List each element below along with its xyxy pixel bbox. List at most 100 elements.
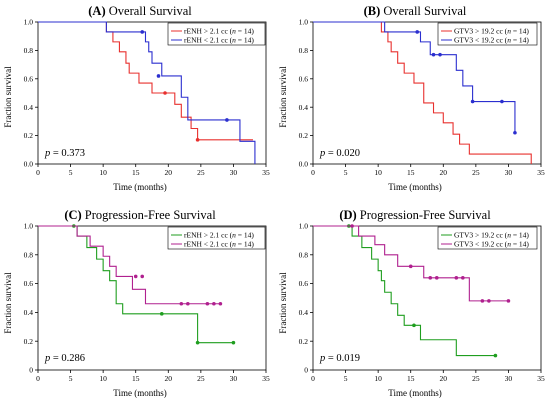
- panel-b-series-2-curve: [313, 21, 516, 133]
- panel-d: (D) Progression-Free Survival Time (mont…: [278, 208, 545, 398]
- panel-b-ytick-label: 0.6: [299, 74, 309, 83]
- panel-c-series-2-censor-mark: [212, 301, 216, 306]
- panel-b-ytick-label: 0.2: [299, 131, 309, 140]
- panel-b-xtick-label: 25: [472, 168, 480, 177]
- panel-d-ytick-label: 1.0: [299, 222, 309, 231]
- panel-c-ytick-label: 0.6: [24, 279, 34, 288]
- panel-d-ytick-label: 0.6: [299, 279, 309, 288]
- panel-c-series-2-censor-mark: [186, 301, 190, 306]
- panel-b-frame: [312, 21, 542, 165]
- panel-d-xtick-label: 5: [344, 374, 348, 383]
- panel-c-xtick-label: 25: [197, 374, 205, 383]
- panel-b-xtick-label: 0: [311, 168, 315, 177]
- panel-b-xtick-label: 15: [407, 168, 415, 177]
- panel-c-legend-label-2: rENH < 2.1 cc (n = 14): [184, 240, 254, 249]
- panel-d-series-2-censor-mark: [434, 276, 439, 280]
- panel-b-series-2-censor-mark: [513, 130, 517, 135]
- panel-b-xtick-label: 30: [505, 168, 513, 177]
- panel-c-series-2-censor-mark: [133, 274, 138, 279]
- panel-b-xlabel: Time (months): [388, 182, 441, 192]
- panel-d-xtick-label: 25: [472, 374, 480, 383]
- panel-a-xtick-label: 10: [99, 168, 107, 177]
- panel-b-ytick-label: 0.8: [299, 46, 309, 55]
- panel-b-xtick-label: 35: [537, 168, 545, 177]
- panel-d-pvalue: p = 0.019: [319, 353, 360, 364]
- panel-a-series-1-curve: [38, 21, 253, 141]
- panel-b-legend: GTV3 > 19.2 cc (n = 14) GTV3 < 19.2 cc (…: [437, 22, 538, 46]
- panel-c-series-2-censor-mark: [140, 274, 145, 279]
- panel-d-frame: [312, 225, 542, 371]
- panel-d-ytick-label: 0.8: [299, 250, 309, 259]
- panel-d-xtick-label: 10: [374, 374, 382, 383]
- panel-a-ytick-label: 0.2: [24, 131, 34, 140]
- panel-c-ytick-label: 0.8: [24, 250, 34, 259]
- panel-a-ticks: 0 5 10 15 20 25 30 35 0.0 0.2 0.4 0.6 0.8 1.0: [24, 18, 270, 177]
- panel-d-legend-label-2: GTV3 < 19.2 cc (n = 14): [454, 240, 529, 249]
- panel-d-series-2-censor-mark: [454, 276, 459, 280]
- panel-c-series-2-censor-mark: [205, 301, 210, 306]
- panel-c-xlabel: Time (months): [113, 388, 166, 398]
- panel-d-series-2-censor-mark: [408, 264, 413, 269]
- panel-d-series-1-censor-mark: [493, 353, 498, 358]
- panel-a-xtick-label: 20: [165, 168, 173, 177]
- panel-b-series-2-censor-mark: [431, 52, 436, 57]
- panel-d-series-1-censor-mark: [412, 323, 416, 328]
- panel-c-frame: [37, 225, 267, 371]
- panel-c-legend: rENH > 2.1 cc (n = 14) rENH < 2.1 cc (n …: [167, 226, 266, 250]
- panel-c-xtick-label: 15: [132, 374, 140, 383]
- panel-c-ytick-label: 0.2: [24, 337, 34, 346]
- panel-b-xtick-label: 20: [440, 168, 448, 177]
- panel-b-legend-box: [437, 22, 538, 46]
- panel-d-legend-label-1: GTV3 > 19.2 cc (n = 14): [454, 231, 529, 240]
- panel-a-legend-box: [167, 22, 266, 46]
- panel-b-series-1-curve: [313, 21, 532, 164]
- panel-a-xlabel: Time (months): [113, 182, 166, 192]
- panel-d-series-2-censor-mark: [350, 224, 354, 228]
- panel-c-ticks: 0 5 10 15 20 25 30 35 0 0.2 0.4 0.6 0.8 1.0: [24, 222, 270, 383]
- panel-a-ytick-label: 0.6: [24, 74, 34, 83]
- panel-d-xtick-label: 0: [311, 374, 315, 383]
- panel-d-series-2-censor-mark: [480, 299, 485, 303]
- panel-b-legend-label-1: GTV3 > 19.2 cc (n = 14): [454, 27, 529, 36]
- panel-a-series-2-curve: [38, 21, 256, 164]
- panel-c-ytick-label: 0.4: [24, 308, 34, 317]
- panel-c: (C) Progression-Free Survival Time (mont…: [3, 208, 270, 398]
- panel-d-xtick-label: 35: [537, 374, 545, 383]
- panel-a-series-2-censor-mark: [140, 30, 145, 34]
- panel-a-plot: [37, 21, 267, 165]
- panel-c-series-1-censor-mark: [231, 340, 236, 345]
- panel-a-frame: [37, 21, 267, 165]
- panel-b-xtick-label: 10: [374, 168, 382, 177]
- panel-b-series-2-censor-mark: [415, 30, 420, 34]
- panel-d-legend-box: [437, 226, 538, 250]
- panel-a-ylabel: Fraction survival: [3, 66, 13, 128]
- panel-a-xtick-label: 25: [197, 168, 205, 177]
- panel-a-series-2-censor-mark: [225, 118, 229, 122]
- panel-c-series-1-censor-mark: [195, 340, 200, 345]
- panel-b: (B) Overall Survival Time (months) Fract…: [278, 4, 545, 192]
- panel-b-xtick-label: 5: [344, 168, 348, 177]
- panel-b-title: (B) Overall Survival: [364, 4, 467, 18]
- panel-c-xtick-label: 35: [262, 374, 270, 383]
- panel-c-pvalue: p = 0.286: [44, 353, 85, 364]
- panel-c-ytick-label: 1.0: [24, 222, 34, 231]
- panel-a-xtick-label: 35: [262, 168, 270, 177]
- panel-a-xtick-label: 30: [230, 168, 238, 177]
- panel-b-series-2-censor-mark: [470, 99, 475, 104]
- panel-b-ytick-label: 0.4: [299, 103, 309, 112]
- panel-d-ticks: 0 5 10 15 20 25 30 35 0 0.2 0.4 0.6 0.8 1.0: [299, 222, 545, 383]
- panel-d-xtick-label: 20: [440, 374, 448, 383]
- panel-d-title: (D) Progression-Free Survival: [339, 208, 491, 222]
- panel-d-ylabel: Fraction survival: [278, 272, 288, 334]
- panel-b-plot: [312, 21, 542, 165]
- panel-a-ytick-label: 0.0: [24, 160, 34, 169]
- panel-d-xtick-label: 15: [407, 374, 415, 383]
- panel-a-xtick-label: 0: [36, 168, 40, 177]
- panel-b-legend-label-2: GTV3 < 19.2 cc (n = 14): [454, 36, 529, 45]
- panel-d-legend: GTV3 > 19.2 cc (n = 14) GTV3 < 19.2 cc (…: [437, 226, 538, 250]
- panel-c-plot: [37, 224, 267, 371]
- panel-b-ytick-label: 0.0: [299, 160, 309, 169]
- panel-a-title: (A) Overall Survival: [88, 4, 192, 18]
- panel-c-xtick-label: 0: [36, 374, 40, 383]
